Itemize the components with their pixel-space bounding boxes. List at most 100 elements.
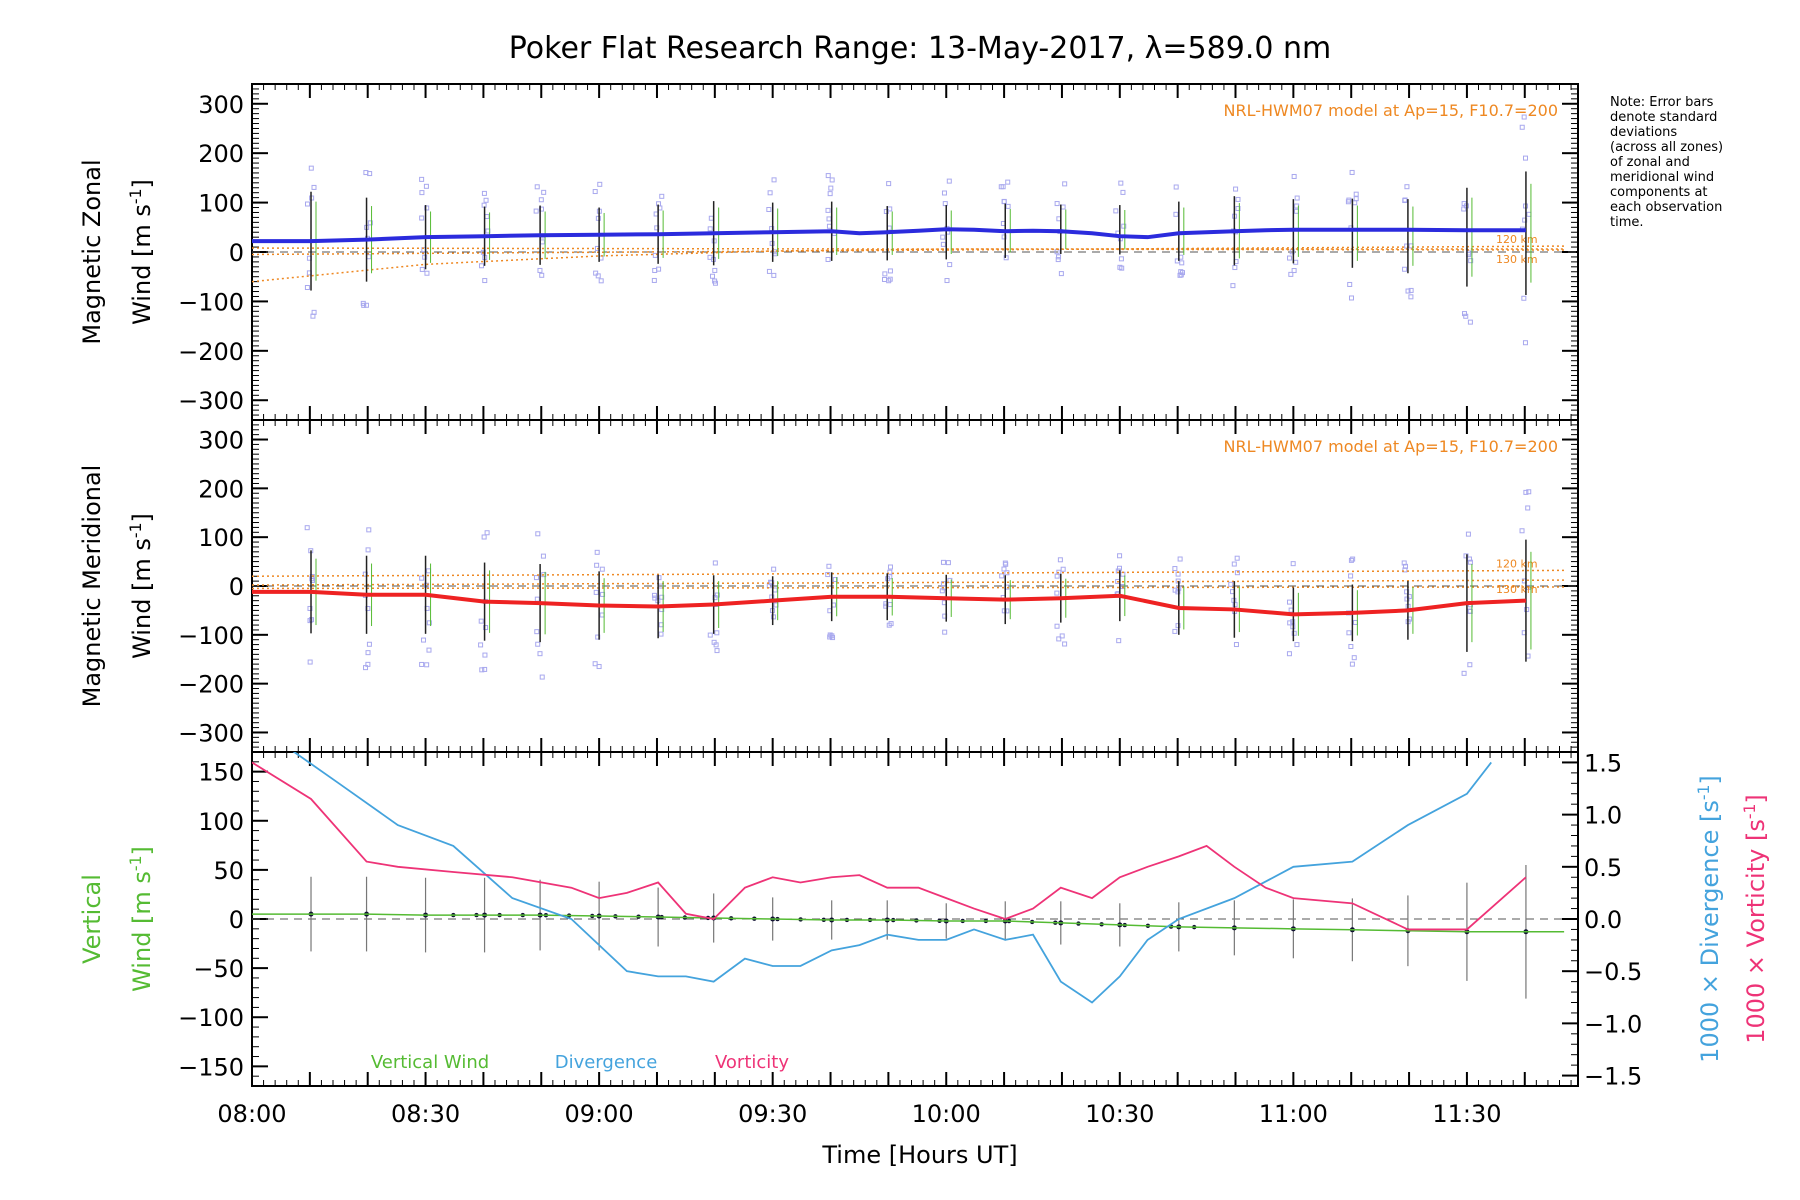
y-axis-label-units: Wind [m s-1] [127,846,156,992]
sample-point [1235,206,1241,212]
sample-point [1001,608,1007,614]
x-tick-label: 11:30 [1432,1100,1501,1128]
model-alt-label: 130 km [1496,583,1538,596]
sample-point [652,267,658,273]
sample-point [304,285,310,291]
sample-point [766,268,772,274]
sample-point [1402,198,1408,204]
sample-point [826,563,832,569]
sample-point [882,276,888,282]
y2-axis-label-vorticity: 1000 × Vorticity [s-1] [1741,794,1770,1044]
sample-point [1060,204,1066,210]
sample-point [656,575,662,581]
y2-axis-label-divergence: 1000 × Divergence [s-1] [1695,775,1724,1063]
y-tick-label: −150 [178,1053,244,1081]
sample-point [1001,234,1007,240]
sample-point [707,632,713,638]
meridional-mean-line [252,589,1527,617]
sample-point [1118,180,1124,186]
sample-point [1519,124,1525,130]
sample-point [366,527,372,533]
sample-point [599,566,605,572]
sample-point [419,266,425,272]
y-tick-label: −300 [178,387,244,415]
y-tick-label: −200 [178,338,244,366]
sample-point [1059,633,1065,639]
sample-point [947,262,953,268]
sample-point [481,534,487,540]
y2-tick-label: −1.0 [1584,1010,1642,1038]
sample-point [712,267,718,273]
sample-point [944,278,950,284]
sample-point [599,612,605,618]
sample-point [1233,642,1239,648]
vertical-wind-panel: −150 −100 −50 0 50 100 150 −1.5 −1.0 −0.5 0.0 0.5 1.… [78,749,1770,1128]
sample-point [1172,587,1178,593]
sample-point [1467,662,1473,668]
sample-point [540,553,546,559]
divergence-line [292,752,1492,1004]
y2-tick-label: −1.5 [1584,1063,1642,1091]
y-tick-label: 100 [198,808,244,836]
x-tick-label: 09:30 [738,1100,807,1128]
sample-point [1401,560,1407,566]
sample-point [1404,184,1410,190]
sample-point [1118,256,1124,262]
sample-point [424,662,430,668]
sample-point [597,181,603,187]
sample-point [1231,561,1237,567]
sample-point [1005,203,1011,209]
sample-point [1002,560,1008,566]
y2-tick-label: 0.0 [1584,906,1622,934]
note-line: of zonal and [1610,155,1690,170]
sample-point [1352,619,1358,625]
legend-entry: Vertical Wind [371,1052,489,1073]
y2-tick-label: 1.5 [1584,749,1622,777]
note-line: meridional wind [1610,170,1714,185]
sample-point [652,252,658,258]
sample-point [426,620,432,626]
sample-point [825,572,831,578]
x-tick-label: 10:00 [912,1100,981,1128]
sample-point [1234,570,1240,576]
sample-point [535,531,541,537]
sample-point [365,650,371,656]
sample-point [1287,255,1293,261]
sample-point [1291,268,1297,274]
sample-point [535,641,541,647]
sample-point [478,618,484,624]
y-axis-label: Magnetic Meridional [78,465,106,708]
sample-point [942,629,948,635]
sample-point [304,525,310,531]
y-tick-label: 200 [198,140,244,168]
sample-point [1173,211,1179,217]
sample-point [771,566,777,572]
sample-point [999,573,1005,579]
sample-point [1461,206,1467,212]
sample-point [538,197,544,203]
sample-point [1405,288,1411,294]
note-line: time. [1610,215,1644,230]
sample-point [826,216,832,222]
sample-point [659,193,665,199]
sample-point [1177,272,1183,278]
sample-point [658,631,664,637]
sample-point [708,215,714,221]
sample-point [707,254,713,260]
x-tick-label: 08:00 [217,1100,286,1128]
sample-point [651,592,657,598]
model-curve [251,569,1565,577]
sample-point [1054,590,1060,596]
y2-axis-label-vorticity-sup: -1 [1741,804,1759,820]
sample-point [533,575,539,581]
sample-point [483,197,489,203]
sample-point [593,589,599,595]
y-axis-label-units: Wind [m s-1] [127,513,156,659]
note-text: Note: Error bars denote standard deviati… [1610,95,1723,230]
y-tick-label: 300 [198,91,244,119]
sample-point [537,267,543,273]
y2-tick-label: 0.5 [1584,854,1622,882]
sample-point [1232,265,1238,271]
sample-point [1348,573,1354,579]
y2-axis-label-divergence-sup: -1 [1695,785,1713,801]
